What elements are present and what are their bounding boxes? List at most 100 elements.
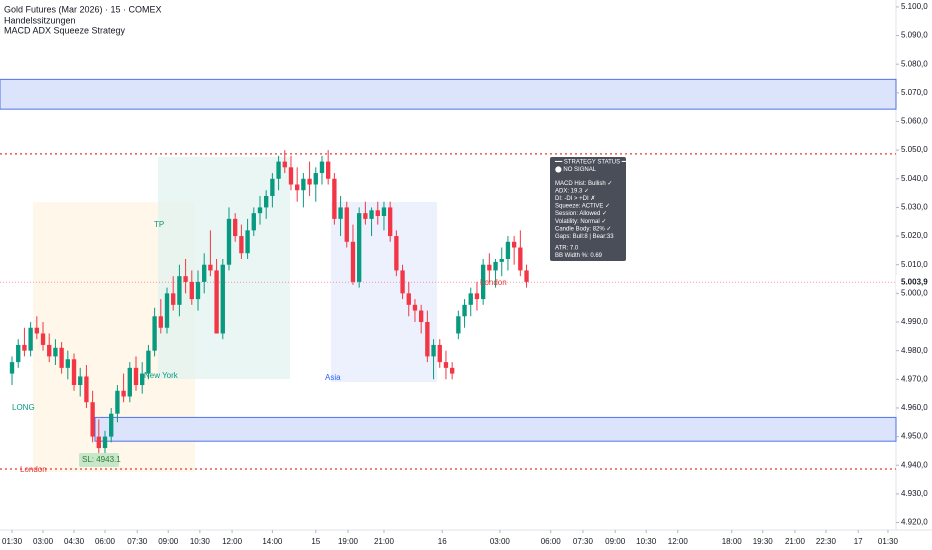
x-tick-label: 19:30 xyxy=(753,537,774,546)
candle-body xyxy=(387,207,393,237)
x-tick-label: 01:30 xyxy=(2,537,23,546)
status-line: DI: -DI > +DI ✗ xyxy=(555,195,595,202)
x-tick-label: 04:30 xyxy=(64,537,85,546)
y-tick-label: 5.030,0 xyxy=(901,203,928,212)
status-line: Gaps: Bull:8 | Bear:33 xyxy=(555,234,614,240)
x-tick-label: 10:30 xyxy=(636,537,657,546)
candle-body xyxy=(313,173,318,185)
candle-body xyxy=(350,241,356,282)
status-line: Volatility: Normal ✓ xyxy=(555,219,606,225)
candle-body xyxy=(369,210,374,219)
candle-body xyxy=(468,293,473,305)
x-tick-label: 17 xyxy=(854,537,863,546)
status-line: ADX: 19.3 ✓ xyxy=(555,188,589,194)
y-tick-label: 5.070,0 xyxy=(901,88,928,97)
candle-body xyxy=(109,413,114,437)
status-line: MACD Hist: Bullish ✓ xyxy=(555,181,612,187)
y-tick-label: 5.060,0 xyxy=(901,117,928,126)
candle-body xyxy=(239,236,244,254)
annotation: London xyxy=(20,465,47,474)
y-tick-label: 4.980,0 xyxy=(901,346,928,355)
candle-body xyxy=(90,402,95,437)
x-tick-label: 12:00 xyxy=(668,537,689,546)
candle-body xyxy=(121,390,126,397)
y-tick-label: 5.050,0 xyxy=(901,145,928,154)
candle-body xyxy=(146,350,151,374)
candle-body xyxy=(295,184,300,191)
candle-body xyxy=(78,376,83,386)
candle-body xyxy=(264,195,269,208)
candle-body xyxy=(208,264,213,271)
x-tick-label: 07:30 xyxy=(127,537,148,546)
candle-body xyxy=(344,207,349,242)
chart-title: Gold Futures (Mar 2026) · 15 · COMEX xyxy=(4,4,162,14)
candle-body xyxy=(183,276,188,282)
candle-body xyxy=(195,281,201,300)
candle-body xyxy=(158,316,163,328)
annotation: London xyxy=(480,278,507,287)
zone xyxy=(0,78,897,110)
status-line: ⬤ NO SIGNAL xyxy=(555,166,597,173)
candle-body xyxy=(270,178,275,196)
y-tick-label: 4.950,0 xyxy=(901,432,928,441)
candle-body xyxy=(202,264,207,282)
sl-box xyxy=(79,453,119,467)
x-tick-label: 15 xyxy=(311,537,320,546)
candle-body xyxy=(189,281,194,300)
candle-body xyxy=(437,344,442,363)
annotation: New York xyxy=(144,371,179,380)
zone xyxy=(94,416,897,442)
candle-body xyxy=(474,293,480,300)
candle-body xyxy=(332,178,337,219)
candle-body xyxy=(282,161,287,168)
candle-body xyxy=(524,270,529,282)
candle-body xyxy=(288,167,294,185)
annotation: SL: 4943.1 xyxy=(82,455,121,464)
candle-body xyxy=(133,367,139,386)
y-tick-label: 5.020,0 xyxy=(901,231,928,240)
y-tick-label: 4.990,0 xyxy=(901,317,928,326)
status-line: Session: Allowed ✓ xyxy=(555,211,607,217)
candle-body xyxy=(301,178,306,191)
y-tick-label: 4.970,0 xyxy=(901,374,928,383)
x-tick-label: 18:00 xyxy=(722,537,743,546)
candle-body xyxy=(518,247,523,271)
y-tick-label: 5.010,0 xyxy=(901,260,928,269)
status-line: ATR: 7.0 xyxy=(555,246,579,252)
candle-body xyxy=(245,230,250,254)
candle-body xyxy=(276,161,281,179)
subtitle: MACD ADX Squeeze Strategy xyxy=(4,25,126,35)
x-tick-label: 03:00 xyxy=(490,537,511,546)
candle-body xyxy=(171,293,176,305)
status-line: Squeeze: ACTIVE ✓ xyxy=(555,204,610,210)
y-tick-label: 4.940,0 xyxy=(901,460,928,469)
x-tick-label: 09:00 xyxy=(605,537,626,546)
candle-body xyxy=(127,367,132,397)
candle-body xyxy=(47,344,52,357)
candle-body xyxy=(425,322,430,357)
annotation: LONG xyxy=(12,403,35,412)
annotation: TP xyxy=(154,220,164,229)
candle-body xyxy=(511,241,517,248)
last-price-box xyxy=(896,275,932,290)
x-tick-label: 21:00 xyxy=(785,537,806,546)
candle-body xyxy=(487,264,492,271)
candle-body xyxy=(164,293,170,328)
candle-body xyxy=(22,344,27,351)
status-line: BB Width %: 0.69 xyxy=(555,253,603,259)
candle-body xyxy=(226,218,232,265)
x-tick-label: 01:30 xyxy=(878,537,899,546)
candle-body xyxy=(326,161,331,179)
candle-body xyxy=(449,367,455,374)
status-line: ━━ STRATEGY STATUS ━━ xyxy=(554,160,629,166)
candle-body xyxy=(462,304,467,317)
candle-body xyxy=(34,327,39,334)
y-tick-label: 4.920,0 xyxy=(901,518,928,527)
candle-body xyxy=(406,293,411,305)
candle-body xyxy=(381,207,387,217)
candle-body xyxy=(251,213,256,231)
subtitle: Handelssitzungen xyxy=(4,15,76,25)
candle-body xyxy=(9,362,15,374)
candle-body xyxy=(16,344,21,363)
